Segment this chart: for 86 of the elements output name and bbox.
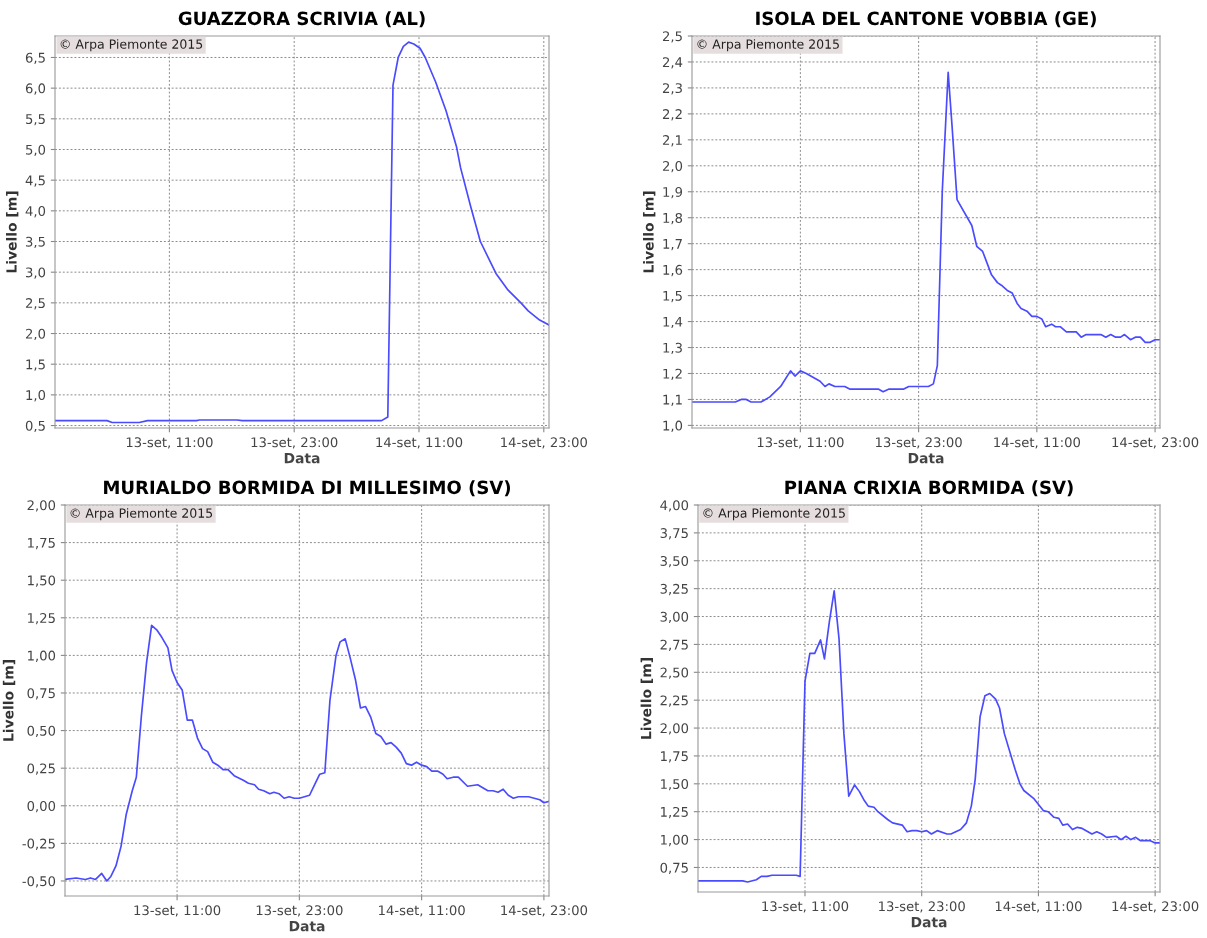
x-tick-label: 14-set, 11:00: [994, 437, 1081, 449]
y-tick-label: 1,6: [663, 264, 683, 277]
y-tick-label: 1,4: [663, 316, 683, 329]
y-tick-label: 1,00: [28, 650, 56, 662]
y-tick-label: 3,0: [26, 267, 46, 279]
annotation: © Arpa Piemonte 2015: [70, 508, 213, 521]
y-tick-label: 4,5: [25, 175, 45, 187]
y-tick-label: 1,8: [663, 212, 683, 225]
x-tick-label: 14-set, 11:00: [995, 901, 1082, 913]
y-tick-label: 4,0: [25, 206, 46, 218]
y-tick-label: 0,75: [660, 862, 688, 875]
x-tick-label: 13-set, 11:00: [134, 905, 221, 917]
annotation: © Arpa Piemonte 2015: [697, 39, 839, 52]
chart-title: GUAZZORA SCRIVIA (AL): [178, 11, 425, 28]
x-tick-label: 14-set, 23:00: [501, 437, 587, 449]
x-tick-label: 13-set, 23:00: [256, 905, 343, 917]
y-tick-label: 2,5: [25, 298, 45, 310]
y-tick-label: 1,25: [661, 806, 688, 819]
x-axis-title: Data: [289, 921, 325, 932]
y-tick-label: 1,75: [28, 537, 55, 550]
y-tick-label: 2,4: [662, 57, 683, 69]
y-tick-label: 0,5: [25, 420, 45, 433]
y-tick-label: 3,00: [660, 611, 689, 624]
y-tick-label: 3,50: [660, 555, 689, 568]
y-tick-label: 0,00: [27, 800, 56, 813]
y-axis-title: Livello [m]: [640, 658, 653, 739]
y-tick-label: 3,75: [660, 528, 688, 540]
y-tick-label: 1,75: [661, 751, 688, 763]
y-tick-label: 2,5: [662, 31, 682, 43]
y-tick-label: 5,0: [26, 144, 46, 157]
y-tick-label: 2,2: [662, 109, 682, 121]
y-tick-label: 2,00: [27, 500, 56, 512]
x-tick-label: 13-set, 23:00: [876, 437, 962, 449]
y-tick-label: 2,0: [25, 328, 46, 341]
x-tick-label: 14-set, 11:00: [376, 437, 463, 449]
y-tick-label: 2,00: [660, 723, 689, 735]
y-tick-label: -0,25: [22, 838, 55, 850]
y-tick-label: 6,5: [25, 52, 45, 65]
x-tick-label: 13-set, 11:00: [126, 437, 213, 449]
y-tick-label: 3,5: [26, 236, 45, 249]
y-tick-label: 3,25: [660, 583, 688, 596]
y-tick-label: 2,50: [660, 667, 689, 679]
chart-title: MURIALDO BORMIDA DI MILLESIMO (SV): [104, 480, 511, 497]
y-tick-label: 1,25: [28, 613, 55, 625]
y-tick-label: 6,0: [25, 83, 46, 95]
x-axis-title: Data: [284, 453, 320, 464]
x-tick-label: 13-set, 11:00: [762, 901, 849, 913]
y-tick-label: 1,5: [663, 291, 682, 303]
chart-title: ISOLA DEL CANTONE VOBBIA (GE): [756, 11, 1096, 28]
y-tick-label: 1,50: [661, 779, 689, 791]
x-axis-title: Data: [908, 453, 944, 464]
y-tick-label: 0,75: [27, 688, 55, 700]
y-axis-title: Livello [m]: [642, 191, 656, 273]
y-tick-label: 2,3: [662, 83, 682, 95]
x-tick-label: 14-set, 23:00: [1112, 437, 1199, 449]
y-tick-label: 1,5: [26, 359, 45, 371]
y-tick-label: 4,00: [660, 500, 689, 512]
y-tick-label: 1,0: [663, 420, 683, 432]
y-tick-label: 1,7: [663, 239, 682, 251]
x-tick-label: 13-set, 23:00: [879, 901, 965, 913]
x-tick-label: 14-set, 11:00: [379, 905, 465, 917]
y-tick-label: 1,2: [663, 368, 682, 381]
x-tick-label: 13-set, 11:00: [757, 437, 844, 449]
y-tick-label: 1,0: [26, 390, 46, 402]
y-tick-label: 1,50: [28, 575, 56, 587]
y-tick-label: 2,25: [660, 695, 688, 707]
y-tick-label: 0,25: [27, 763, 55, 775]
y-tick-label: 5,5: [26, 114, 45, 126]
y-tick-label: 1,1: [663, 394, 682, 406]
x-axis-title: Data: [911, 917, 947, 928]
annotation: © Arpa Piemonte 2015: [703, 508, 845, 521]
y-tick-label: -0,50: [22, 876, 56, 888]
y-tick-label: 2,75: [660, 639, 688, 651]
y-axis-title: Livello [m]: [5, 191, 19, 273]
y-tick-label: 1,3: [663, 342, 682, 355]
x-tick-label: 14-set, 23:00: [501, 905, 588, 917]
x-tick-label: 14-set, 23:00: [1112, 901, 1199, 913]
y-tick-label: 1,9: [663, 186, 683, 199]
y-tick-label: 0,50: [27, 725, 56, 738]
annotation: © Arpa Piemonte 2015: [60, 39, 203, 52]
chart-title: PIANA CRIXIA BORMIDA (SV): [785, 480, 1073, 497]
x-tick-label: 13-set, 23:00: [251, 437, 338, 449]
y-tick-label: 2,1: [662, 135, 682, 147]
y-tick-label: 1,00: [661, 834, 689, 847]
y-axis-title: Livello [m]: [2, 660, 16, 741]
y-tick-label: 2,0: [662, 161, 683, 173]
